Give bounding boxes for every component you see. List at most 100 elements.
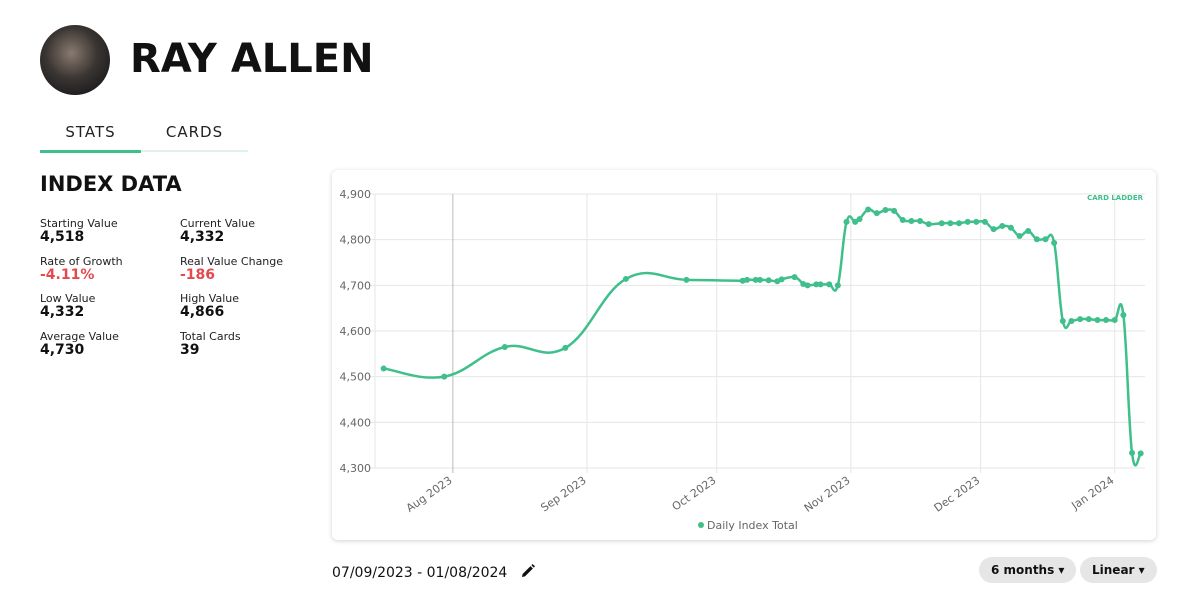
stat-value: 4,332 (180, 229, 225, 245)
stat-value: 4,518 (40, 229, 85, 245)
period-select[interactable]: 6 months ▾ (979, 557, 1077, 583)
data-point (873, 210, 880, 217)
y-tick-label: 4,300 (340, 462, 372, 475)
data-point (852, 218, 859, 225)
tab[interactable]: STATS (65, 123, 116, 141)
data-point (1007, 224, 1014, 231)
data-point (856, 216, 863, 223)
data-point (813, 281, 820, 288)
data-point (1103, 317, 1110, 324)
data-point (947, 220, 954, 227)
logo: CARD LADDER (1087, 194, 1143, 202)
tab-indicator (40, 150, 141, 153)
stat-label: Low Value (40, 292, 96, 305)
data-point (964, 218, 971, 225)
date-range: 07/09/2023 - 01/08/2024 (332, 561, 535, 581)
stat-value: 4,332 (40, 304, 85, 320)
data-point (1137, 450, 1144, 457)
data-point (955, 220, 962, 227)
stat-label: Total Cards (180, 329, 241, 343)
scale-select[interactable]: Linear ▾ (1080, 557, 1157, 583)
data-point (683, 276, 690, 283)
section-title: INDEX DATA (40, 172, 182, 196)
data-point (817, 281, 824, 288)
data-point (804, 282, 811, 289)
y-tick-label: 4,900 (340, 188, 372, 201)
data-point (973, 218, 980, 225)
data-point (562, 344, 569, 351)
data-point (843, 218, 850, 225)
data-point (908, 217, 915, 224)
series-line (383, 208, 1142, 467)
x-tick-label: Nov 2023 (802, 474, 853, 515)
legend-swatch (698, 522, 704, 528)
data-point (1120, 312, 1127, 319)
stat-value: -4.11% (40, 266, 95, 283)
data-point (1033, 236, 1040, 243)
edit-icon[interactable] (520, 563, 536, 579)
data-point (1059, 317, 1066, 324)
y-tick-label: 4,800 (340, 234, 372, 247)
data-point (744, 276, 751, 283)
data-point (826, 281, 833, 288)
x-tick-label: Aug 2023 (404, 474, 455, 515)
data-point (834, 282, 841, 289)
data-point (757, 276, 763, 283)
data-point (1068, 317, 1075, 324)
scale-label: Linear (1092, 563, 1135, 577)
data-point (1111, 317, 1118, 324)
player-name: RAY ALLEN (130, 36, 374, 82)
tab-rail (40, 150, 248, 152)
y-tick-label: 4,400 (340, 416, 372, 429)
data-point (999, 222, 1006, 229)
chart-card (332, 170, 1156, 540)
y-tick-label: 4,700 (340, 279, 372, 292)
data-point (1042, 236, 1049, 243)
data-point (1094, 317, 1101, 324)
legend-label: Daily Index Total (707, 519, 798, 532)
tab[interactable]: CARDS (165, 123, 224, 141)
data-point (1077, 316, 1084, 323)
data-point (778, 276, 785, 283)
stat-label: High Value (180, 292, 239, 305)
y-tick-label: 4,600 (340, 325, 372, 338)
stat-label: Average Value (40, 329, 119, 343)
stat-value: -186 (180, 266, 216, 283)
x-tick-label: Dec 2023 (932, 474, 983, 515)
data-point (917, 217, 924, 224)
data-point (765, 277, 772, 284)
data-point (981, 218, 988, 225)
data-point (441, 373, 448, 380)
data-point (1016, 233, 1023, 240)
data-point (1085, 316, 1092, 323)
data-point (882, 206, 889, 213)
period-label: 6 months (991, 563, 1055, 577)
data-point (925, 221, 932, 228)
x-tick-label: Oct 2023 (670, 474, 719, 514)
data-point (622, 275, 629, 282)
data-point (791, 274, 798, 281)
data-point (938, 220, 945, 227)
data-point (1129, 449, 1136, 456)
data-point (1051, 239, 1058, 246)
stat-label: Real Value Change (180, 254, 284, 268)
x-tick-label: Sep 2023 (538, 474, 588, 515)
data-point (990, 226, 997, 233)
date-range-text: 07/09/2023 - 01/08/2024 (332, 565, 508, 581)
x-tick-label: Jan 2024 (1068, 474, 1116, 513)
data-point (891, 207, 898, 214)
data-point (380, 365, 387, 372)
data-point (1025, 227, 1032, 234)
data-point (865, 206, 872, 213)
stat-value: 39 (180, 341, 200, 358)
data-point (501, 343, 508, 350)
stat-label: Rate of Growth (40, 254, 123, 268)
y-tick-label: 4,500 (340, 371, 372, 384)
stat-value: 4,866 (180, 304, 225, 320)
stat-value: 4,730 (40, 341, 85, 358)
stat-label: Current Value (180, 217, 256, 230)
data-point (899, 217, 906, 224)
data-point (752, 276, 759, 283)
